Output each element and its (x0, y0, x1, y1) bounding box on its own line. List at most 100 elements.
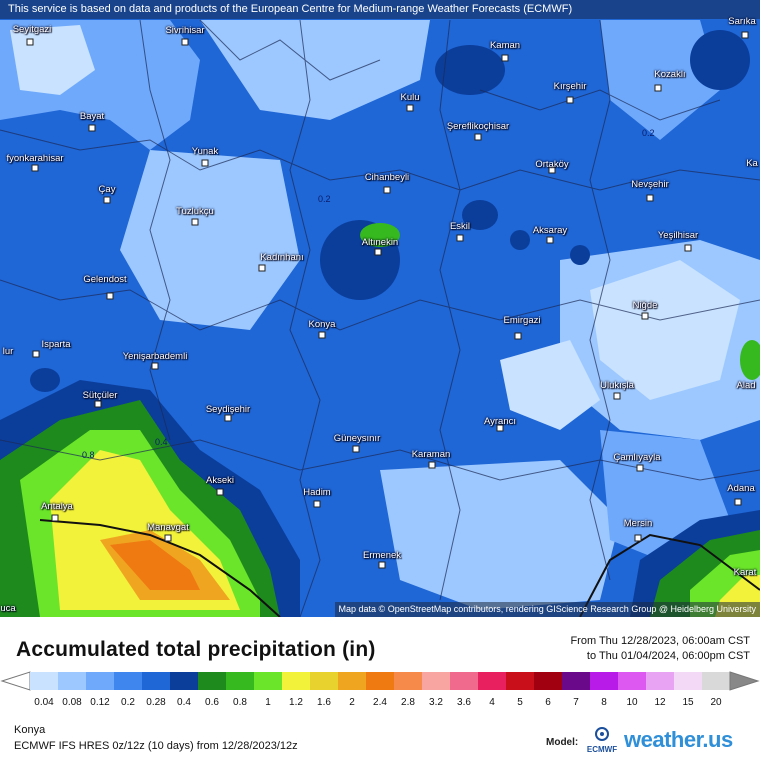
city-label: Manavgat (147, 522, 189, 533)
contour-label: 0.2 (642, 128, 655, 138)
city-label: Seyitgazi (12, 24, 52, 35)
dark-blob-west (30, 368, 60, 392)
city-dot (352, 445, 360, 453)
city-label: Sivrihisar (165, 25, 205, 36)
light-region-west (120, 150, 300, 330)
ecmwf-globe-icon (595, 727, 609, 741)
legend-tick-label: 0.08 (62, 697, 82, 708)
city-label: Niğde (632, 300, 658, 311)
city-label: Ka (746, 158, 758, 169)
city-label: Ortaköy (535, 159, 569, 170)
city-dot (546, 236, 554, 244)
contour-label: 0.8 (82, 450, 95, 460)
city-dot (741, 31, 749, 39)
city-label: Tuzlukçu (176, 206, 214, 217)
city-label: fyonkarahisar (6, 153, 64, 164)
legend-swatch (562, 672, 591, 690)
city-dot (51, 514, 59, 522)
precipitation-map[interactable]: This service is based on data and produc… (0, 0, 760, 617)
legend-swatch (58, 672, 87, 690)
city-dot (501, 54, 509, 62)
city-label: Güneysınır (333, 433, 381, 444)
legend-swatch (366, 672, 395, 690)
city-dot (32, 350, 40, 358)
city-label: Kulu (400, 92, 420, 103)
city-dot (151, 362, 159, 370)
city-label: Eskil (449, 221, 471, 232)
map-title: Accumulated total precipitation (in) (16, 638, 376, 661)
legend-tick-label: 0.6 (205, 697, 219, 708)
deep-orange-band-sw (110, 540, 200, 590)
city-dot (258, 264, 266, 272)
dark-blob-east (570, 245, 590, 265)
range-to: to Thu 01/04/2024, 06:00pm CST (586, 650, 750, 662)
city-label: Ayrancı (483, 416, 517, 427)
city-dot (191, 218, 199, 226)
ecmwf-attribution: This service is based on data and produc… (0, 0, 760, 19)
city-label: Yenişarbademli (122, 351, 188, 362)
city-dot (496, 424, 504, 432)
legend-tick-label: 0.2 (121, 697, 135, 708)
city-label: Altınekin (361, 237, 399, 248)
light-region-south (380, 460, 620, 610)
city-label: Akseki (206, 475, 234, 486)
contour-label: 0.4 (155, 437, 168, 447)
legend-swatch (534, 672, 563, 690)
city-label: Karaman (411, 449, 451, 460)
legend-tick-label: 1.6 (317, 697, 331, 708)
legend-tick-label: 1 (265, 697, 271, 708)
legend-swatch (338, 672, 367, 690)
legend-tick-label: 2 (349, 697, 355, 708)
city-dot (634, 534, 642, 542)
city-label: Kadınhanı (260, 252, 304, 263)
legend-tick-label: 0.28 (146, 697, 166, 708)
legend-tick-label: 2.8 (401, 697, 415, 708)
city-dot (474, 133, 482, 141)
legend-tick-label: 0.8 (233, 697, 247, 708)
legend-tick-label: 2.4 (373, 697, 387, 708)
dark-blob-ne (690, 30, 750, 90)
city-label: lur (2, 346, 14, 357)
city-label: Antalya (41, 501, 73, 512)
ecmwf-logo: ECMWF (584, 727, 620, 754)
city-dot (456, 234, 464, 242)
city-dot (26, 38, 34, 46)
legend-tick-label: 1.2 (289, 697, 303, 708)
dark-blob-kaman (435, 45, 505, 95)
city-label: Sütçüler (82, 390, 118, 401)
location-name: Konya (14, 724, 46, 736)
city-dot (374, 248, 382, 256)
legend-swatch (170, 672, 199, 690)
city-label: Kozaklı (654, 69, 686, 80)
coastline-east (579, 533, 760, 617)
legend-swatch (450, 672, 479, 690)
legend-swatch (590, 672, 619, 690)
legend-swatch (198, 672, 227, 690)
city-label: Çamlıyayla (613, 452, 661, 463)
city-label: Alad (736, 380, 756, 391)
city-dot (318, 331, 326, 339)
city-dot (636, 464, 644, 472)
city-label: Nevşehir (631, 179, 669, 190)
city-label: Şereflikoçhisar (446, 121, 510, 132)
legend-swatch (86, 672, 115, 690)
legend-swatch (282, 672, 311, 690)
legend-max-arrow (729, 671, 760, 691)
city-dot (548, 166, 556, 174)
city-dot (654, 84, 662, 92)
city-label: Cihanbeyli (364, 172, 410, 183)
city-label: Seydişehir (205, 404, 251, 415)
city-dot (378, 561, 386, 569)
legend-tick-label: 0.12 (90, 697, 110, 708)
legend-tick-label: 5 (517, 697, 523, 708)
city-label: Çay (98, 184, 116, 195)
city-label: Aksaray (532, 225, 568, 236)
legend-swatch (142, 672, 171, 690)
city-label: Hadim (303, 487, 331, 498)
model-run: ECMWF IFS HRES 0z/12z (10 days) from 12/… (14, 740, 298, 752)
weather-us-logo[interactable]: weather.us (624, 727, 733, 752)
legend-min-arrow (0, 671, 31, 691)
city-dot (94, 400, 102, 408)
legend-swatch (310, 672, 339, 690)
legend-swatch (506, 672, 535, 690)
